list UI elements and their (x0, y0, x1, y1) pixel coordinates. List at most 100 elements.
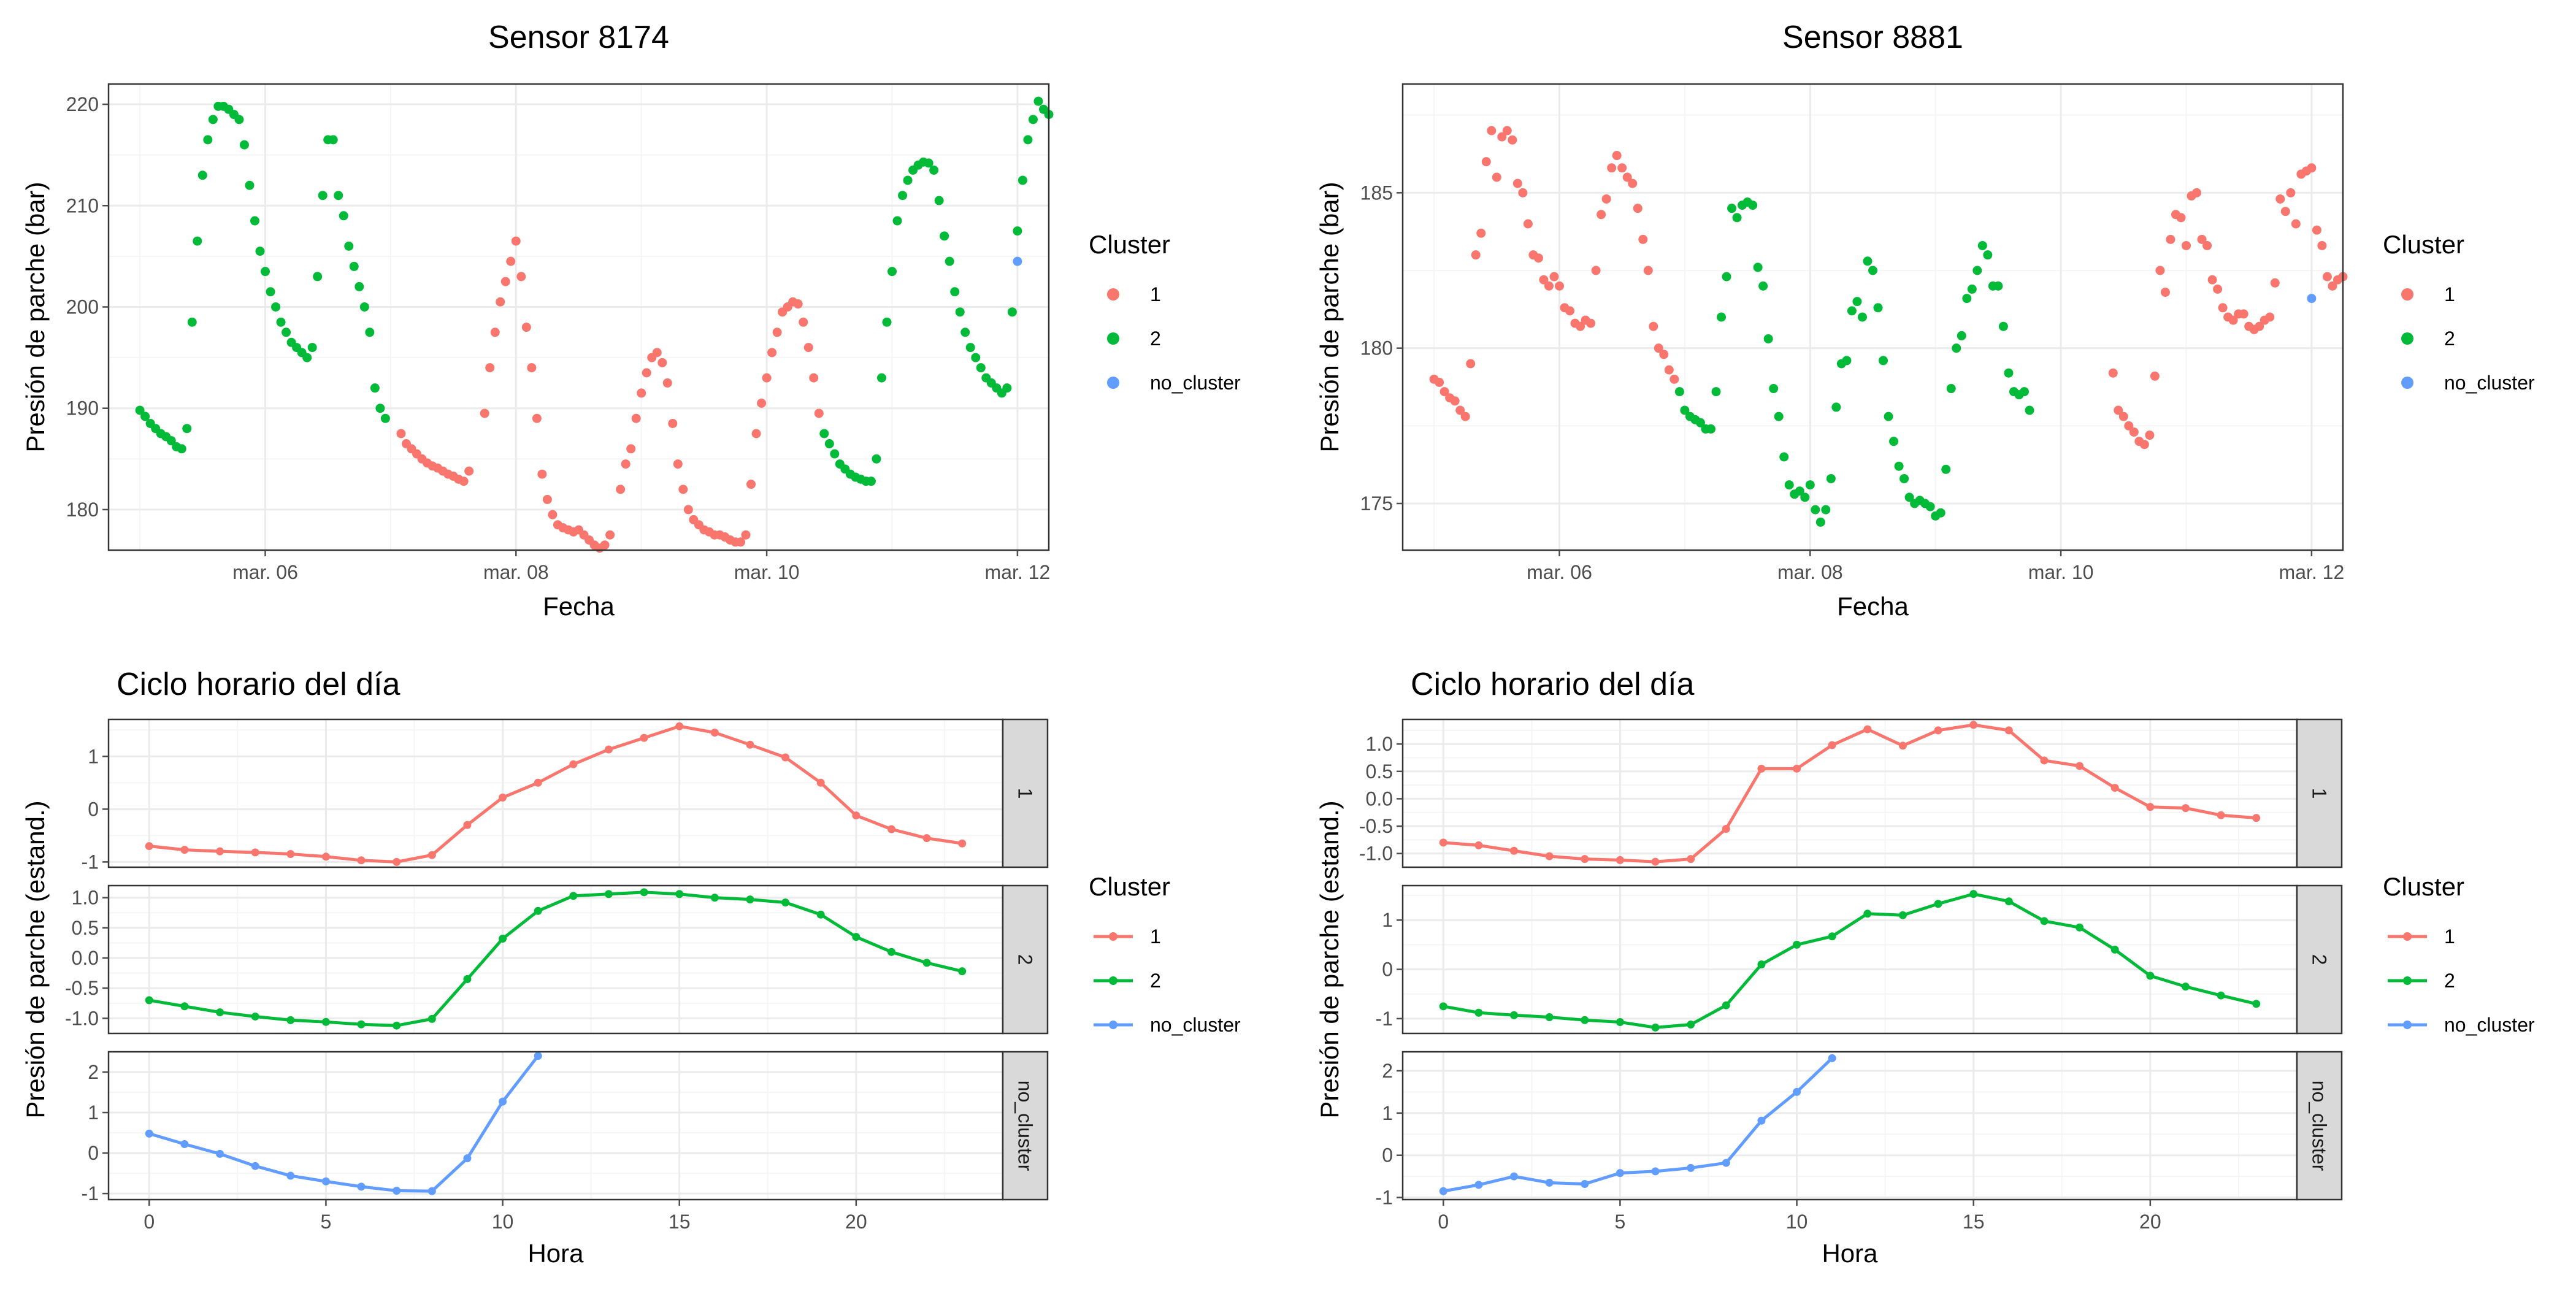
data-point (2307, 294, 2317, 304)
data-point (203, 135, 213, 145)
y-tick-label: -1.0 (65, 1007, 99, 1029)
data-point (1601, 194, 1611, 204)
data-point (496, 297, 505, 307)
data-point (640, 734, 648, 742)
facet-panel-2: 2 -1 0 1 (1376, 884, 2343, 1035)
panel-border (1401, 83, 2344, 551)
data-point (1616, 856, 1624, 864)
facet-strip (1002, 1051, 1049, 1201)
legend-key-point (2401, 377, 2413, 389)
data-point (1687, 855, 1695, 864)
x-tick-label: 5 (1615, 1211, 1626, 1233)
data-point (357, 856, 366, 865)
data-point (1894, 461, 1904, 471)
data-point (2139, 440, 2149, 450)
data-point (328, 135, 338, 145)
facet-strip-label: 2 (1014, 954, 1037, 965)
data-point (286, 1171, 295, 1180)
data-point (2328, 281, 2337, 291)
data-point (532, 413, 542, 423)
y-tick-label: 2 (88, 1061, 99, 1083)
data-point (1028, 115, 1038, 125)
data-point (370, 383, 380, 393)
data-point (1607, 163, 1617, 173)
legend-label: 1 (1150, 283, 1161, 305)
data-point (2192, 188, 2202, 197)
data-point (1748, 201, 1758, 210)
data-point (1533, 253, 1543, 263)
facet-panel-no_cluster: no_cluster -1 0 1 2 (1376, 1051, 2343, 1209)
data-point (1544, 281, 1554, 291)
data-point (1474, 1181, 1483, 1189)
plot-panel (1403, 886, 2297, 1033)
data-point (302, 353, 312, 362)
data-point (872, 454, 881, 464)
data-point (1732, 213, 1742, 223)
data-point (1828, 932, 1836, 941)
legend-label: 1 (2444, 283, 2455, 305)
data-point (1597, 210, 1606, 220)
data-point (182, 424, 192, 434)
data-point (675, 890, 684, 898)
data-point (2239, 309, 2248, 319)
data-point (1863, 256, 1873, 266)
y-tick-label: 0.5 (72, 917, 99, 939)
data-point (463, 1154, 472, 1163)
x-tick-label: 15 (1963, 1211, 1985, 1233)
facet-strip (1002, 884, 1049, 1035)
data-point (375, 404, 385, 413)
data-point (1581, 1180, 1589, 1189)
data-point (1757, 1116, 1766, 1125)
data-point (1518, 188, 1528, 197)
y-tick-label: 0 (1382, 1144, 1393, 1166)
data-point (824, 439, 834, 449)
data-point (396, 429, 406, 439)
y-tick-label: 180 (1360, 337, 1393, 359)
data-point (1033, 96, 1043, 106)
y-tick-label: 175 (1360, 492, 1393, 515)
data-point (819, 429, 829, 439)
data-point (1722, 825, 1730, 833)
data-point (1555, 281, 1564, 291)
legend-key-point (2403, 932, 2412, 941)
data-point (2202, 240, 2212, 250)
data-point (197, 170, 207, 180)
data-point (1492, 172, 1501, 182)
data-point (2155, 266, 2165, 275)
data-point (604, 745, 613, 754)
data-point (710, 894, 719, 902)
data-point (1925, 502, 1935, 511)
data-point (2270, 278, 2280, 288)
data-point (1439, 1187, 1447, 1195)
data-point (1946, 384, 1956, 394)
data-point (1651, 1023, 1660, 1032)
facet-strip (1002, 718, 1049, 868)
data-point (1539, 275, 1549, 285)
data-point (193, 236, 202, 246)
data-point (1512, 178, 1522, 188)
data-point (1435, 377, 1444, 387)
y-tick-label: 200 (66, 296, 99, 318)
data-point (2040, 756, 2049, 765)
data-point (958, 839, 967, 848)
data-point (1811, 505, 1820, 515)
data-point (1784, 480, 1794, 490)
data-point (852, 933, 861, 941)
series-line-no_cluster (148, 1055, 540, 1193)
data-point (2146, 971, 2155, 980)
data-point (922, 834, 931, 843)
y-tick-label: 0.0 (72, 947, 99, 969)
data-point (1591, 266, 1601, 275)
y-tick-label: 0 (1382, 959, 1393, 981)
facet-strip-label: no_cluster (1014, 1081, 1037, 1171)
data-point (1502, 126, 1512, 136)
data-point (1934, 900, 1942, 908)
data-point (208, 115, 218, 125)
facet-panel-1: 1 -1 0 1 (82, 718, 1049, 873)
data-point (1612, 151, 1622, 161)
data-point (1757, 764, 1766, 773)
data-point (1549, 272, 1559, 282)
data-point (1793, 764, 1801, 773)
data-point (344, 241, 354, 251)
data-point (852, 811, 861, 820)
